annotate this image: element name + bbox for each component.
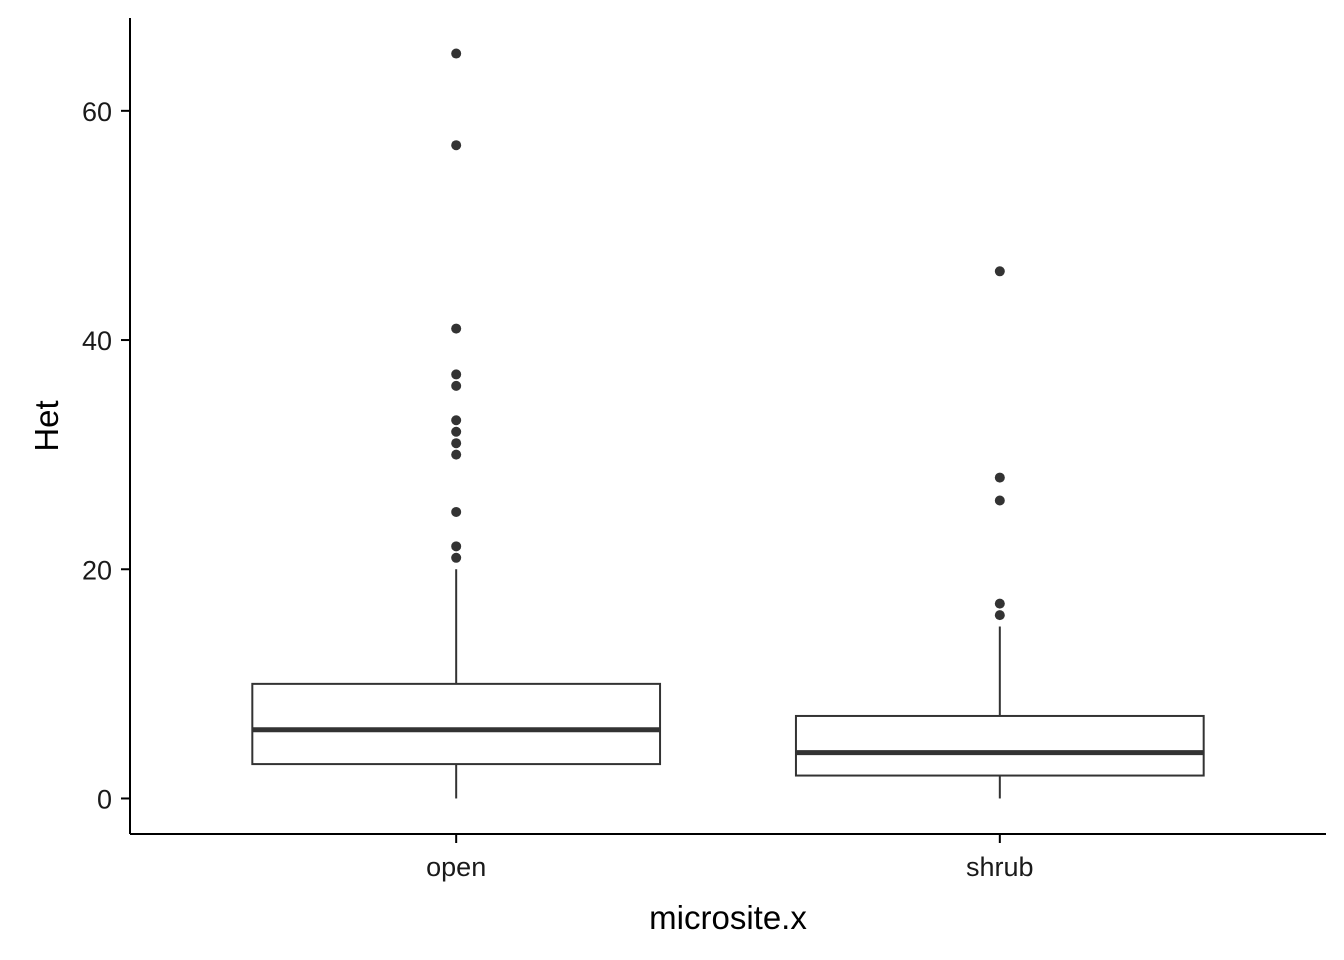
x-axis-title: microsite.x bbox=[649, 899, 807, 936]
outlier-point bbox=[994, 610, 1005, 621]
outlier-point bbox=[994, 472, 1005, 483]
box-group-open bbox=[251, 48, 662, 799]
y-tick-label: 60 bbox=[82, 97, 112, 127]
outlier-point bbox=[451, 438, 462, 449]
outlier-point bbox=[451, 552, 462, 563]
outlier-point bbox=[451, 426, 462, 437]
outlier-point bbox=[451, 48, 462, 59]
outlier-point bbox=[451, 140, 462, 151]
y-tick-label: 0 bbox=[97, 784, 112, 814]
outlier-point bbox=[451, 449, 462, 460]
box-group-shrub bbox=[794, 266, 1205, 799]
outlier-point bbox=[451, 323, 462, 334]
outlier-point bbox=[451, 541, 462, 552]
x-axis: open shrub bbox=[426, 834, 1034, 882]
outlier-point bbox=[451, 506, 462, 517]
x-tick-label: shrub bbox=[966, 852, 1034, 882]
outlier-point bbox=[994, 598, 1005, 609]
box-iqr bbox=[251, 682, 662, 766]
box-iqr bbox=[794, 714, 1205, 777]
y-tick-label: 20 bbox=[82, 555, 112, 585]
x-tick-label: open bbox=[426, 852, 486, 882]
outlier-point bbox=[451, 380, 462, 391]
outlier-point bbox=[994, 266, 1005, 277]
y-tick-label: 40 bbox=[82, 326, 112, 356]
y-axis: 0 20 40 60 bbox=[82, 97, 130, 814]
outlier-point bbox=[451, 369, 462, 380]
outlier-point bbox=[451, 415, 462, 426]
outlier-point bbox=[994, 495, 1005, 506]
plot-area bbox=[251, 48, 1205, 799]
y-axis-title: Het bbox=[28, 400, 65, 451]
